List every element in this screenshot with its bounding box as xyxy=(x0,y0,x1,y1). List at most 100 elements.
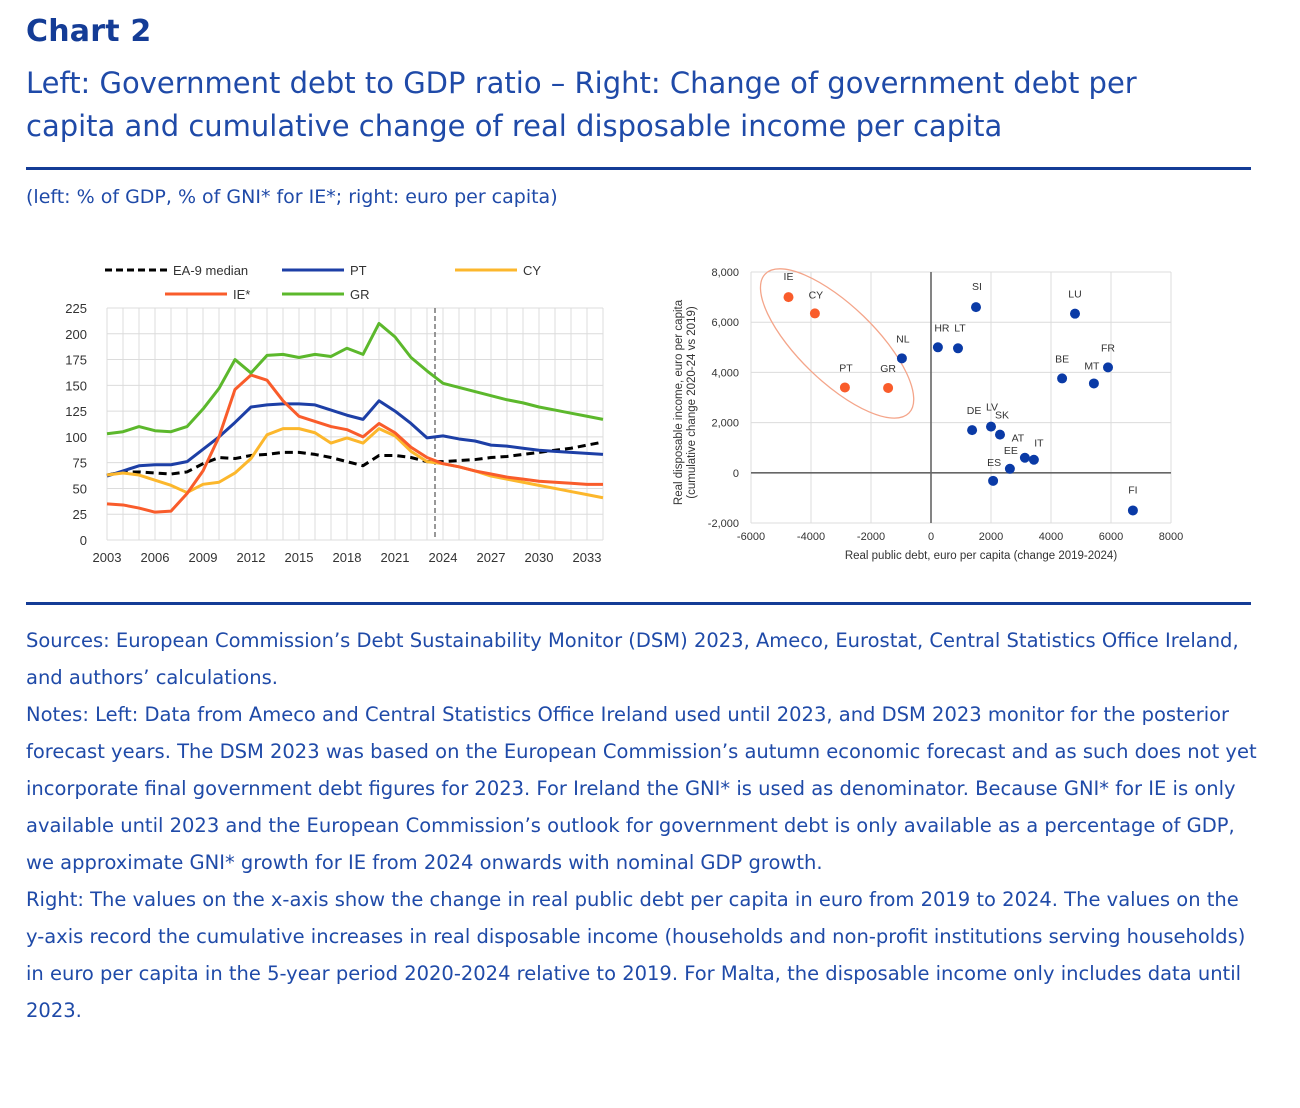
chart-number: Chart 2 xyxy=(26,14,152,49)
scatter-point-ee xyxy=(1004,463,1015,474)
scatter-point-be xyxy=(1057,373,1068,384)
scatter-label-mt: MT xyxy=(1084,360,1100,372)
scatter-label-pt: PT xyxy=(839,362,853,374)
scatter-point-lv xyxy=(986,421,996,432)
scatter-label-es: ES xyxy=(987,457,1001,469)
x-tick-label: -6000 xyxy=(737,531,765,543)
scatter-chart-debt-vs-income: -6000 -4000 -2000 0 2000 4000 6000 8000 -2,000 0 2… xyxy=(673,267,1183,562)
scatter-label-hr: HR xyxy=(934,322,950,334)
y-tick-label: 4,000 xyxy=(711,367,739,379)
scatter-point-lu xyxy=(1070,308,1080,319)
scatter-label-cy: CY xyxy=(809,289,824,301)
highlight-ellipse xyxy=(759,268,915,419)
y-axis-title-line-2: (cumulative change 2020-24 vs 2019) xyxy=(686,306,698,499)
bottom-divider xyxy=(26,602,1251,605)
y-tick-label: 0 xyxy=(733,468,739,480)
notes-right-text: Right: The values on the x-axis show the… xyxy=(26,888,1246,1022)
x-tick-label: 2003 xyxy=(93,550,122,565)
scatter-point-sk xyxy=(995,429,1005,440)
y-tick-label: 125 xyxy=(65,404,87,419)
y-tick-label: 50 xyxy=(73,481,87,496)
x-tick-label: 2024 xyxy=(429,550,458,565)
y-tick-label: 6,000 xyxy=(711,317,739,329)
series-line-ie- xyxy=(106,373,603,514)
x-tick-label: 2033 xyxy=(573,550,602,565)
y-tick-label: 150 xyxy=(65,378,87,393)
x-axis-title: Real public debt, euro per capita (chang… xyxy=(845,550,1118,562)
scatter-label-nl: NL xyxy=(896,333,910,345)
y-tick-label: 200 xyxy=(65,327,87,342)
scatter-label-gr: GR xyxy=(880,363,896,375)
legend-label: PT xyxy=(350,263,367,278)
scatter-label-lt: LT xyxy=(954,322,966,334)
x-tick-label: -2000 xyxy=(857,531,885,543)
x-tick-label: 6000 xyxy=(1099,531,1123,543)
sources-text: Sources: European Commission’s Debt Sust… xyxy=(26,629,1239,689)
x-tick-label: 2009 xyxy=(189,550,218,565)
x-tick-label: 2000 xyxy=(979,531,1003,543)
scatter-label-it: IT xyxy=(1034,438,1044,450)
scatter-point-si xyxy=(971,302,981,313)
x-tick-label: 2030 xyxy=(525,550,554,565)
y-tick-label: 225 xyxy=(65,301,87,316)
scatter-label-be: BE xyxy=(1055,353,1069,365)
x-tick-label: 4000 xyxy=(1039,531,1063,543)
y-tick-label: 25 xyxy=(73,507,87,522)
scatter-point-fr xyxy=(1103,362,1113,373)
scatter-label-fr: FR xyxy=(1101,342,1115,354)
legend-label: IE* xyxy=(233,287,250,302)
notes-block: Sources: European Commission’s Debt Sust… xyxy=(26,622,1261,1029)
scatter-label-ee: EE xyxy=(1004,445,1018,457)
y-axis-title-line-1: Real disposable income, euro per capita xyxy=(673,299,685,505)
y-tick-label: -2,000 xyxy=(708,518,739,530)
notes-left-text: Notes: Left: Data from Ameco and Central… xyxy=(26,703,1257,874)
scatter-point-fi xyxy=(1127,505,1138,516)
scatter-point-gr xyxy=(883,382,894,393)
scatter-point-mt xyxy=(1088,378,1099,389)
series-line-gr xyxy=(106,321,604,436)
scatter-label-fi: FI xyxy=(1128,484,1137,496)
top-divider xyxy=(26,167,1251,170)
y-tick-label: 100 xyxy=(65,430,87,445)
x-tick-label: 8000 xyxy=(1159,531,1183,543)
y-axis-title: Real disposable income, euro per capita(… xyxy=(673,299,698,505)
scatter-point-cy xyxy=(809,308,820,319)
y-tick-label: 175 xyxy=(65,353,87,368)
scatter-label-sk: SK xyxy=(995,410,1009,422)
x-tick-label: 2006 xyxy=(141,550,170,565)
line-chart-debt-to-gdp: 0 25 50 75 100 125 150 175 200 225 2003 2006 2009 201… xyxy=(65,263,604,565)
scatter-label-at: AT xyxy=(1012,433,1025,445)
x-tick-label: 2015 xyxy=(285,550,314,565)
scatter-label-lu: LU xyxy=(1068,289,1081,301)
units-note: (left: % of GDP, % of GNI* for IE*; righ… xyxy=(26,186,558,208)
legend-label: EA-9 median xyxy=(173,263,248,278)
legend-label: CY xyxy=(523,263,541,278)
chart-title-line-1: Left: Government debt to GDP ratio – Rig… xyxy=(26,66,1137,100)
scatter-point-ie xyxy=(783,292,794,303)
scatter-label-de: DE xyxy=(967,405,982,417)
scatter-point-nl xyxy=(896,353,907,364)
y-tick-label: 2,000 xyxy=(711,418,739,430)
scatter-point-pt xyxy=(839,382,850,393)
x-tick-label: 0 xyxy=(928,531,934,543)
scatter-label-lv: LV xyxy=(986,402,998,414)
chart-title-line-2: capita and cumulative change of real dis… xyxy=(26,109,1003,143)
scatter-point-hr xyxy=(932,342,943,353)
y-tick-label: 8,000 xyxy=(711,267,739,279)
scatter-point-at xyxy=(1019,452,1030,463)
scatter-label-si: SI xyxy=(972,281,982,293)
legend-label: GR xyxy=(350,287,370,302)
x-tick-label: 2021 xyxy=(381,550,410,565)
x-tick-label: 2018 xyxy=(333,550,362,565)
scatter-point-es xyxy=(988,475,999,486)
chart-title: Left: Government debt to GDP ratio – Rig… xyxy=(26,62,1256,148)
scatter-point-lt xyxy=(953,343,963,354)
series-line-pt xyxy=(106,399,604,478)
x-tick-label: 2027 xyxy=(477,550,506,565)
x-tick-label: -4000 xyxy=(797,531,825,543)
y-tick-label: 75 xyxy=(73,456,87,471)
scatter-label-ie: IE xyxy=(784,271,794,283)
x-tick-label: 2012 xyxy=(237,550,266,565)
series-line-ea-9-median xyxy=(106,440,604,477)
scatter-point-it xyxy=(1028,454,1039,465)
